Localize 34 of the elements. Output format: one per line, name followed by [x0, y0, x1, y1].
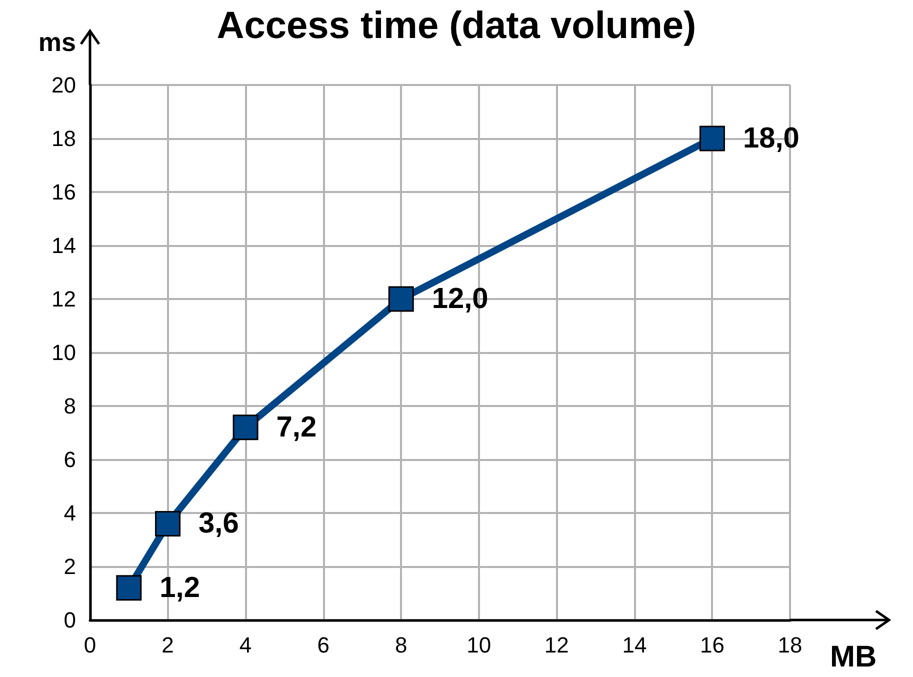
y-axis-title: ms — [38, 27, 76, 57]
x-tick-label: 8 — [394, 632, 408, 658]
point — [388, 286, 414, 312]
x-tick-label: 6 — [317, 632, 330, 658]
x-tick-label: 14 — [622, 632, 647, 658]
y-tick-label: 2 — [64, 554, 76, 579]
x-tick-label: 4 — [239, 632, 252, 658]
x-tick-label: 12 — [544, 632, 569, 658]
point — [232, 414, 258, 440]
chart-title: Access time (data volume) — [216, 5, 696, 47]
x-tick-label: 16 — [700, 632, 724, 658]
y-tick-label: 20 — [52, 72, 76, 98]
x-axis-title: MB — [830, 640, 877, 674]
y-tick-label: 8 — [64, 394, 76, 418]
data-label: 1,2 — [160, 572, 200, 604]
y-tick-label: 0 — [64, 608, 76, 632]
data-label: 18,0 — [742, 122, 800, 154]
y-tick-label: 18 — [52, 126, 76, 151]
y-tick-label: 14 — [52, 233, 76, 258]
y-tick-label: 16 — [52, 180, 76, 204]
data-label: 7,2 — [276, 411, 317, 444]
y-tick-label: 6 — [64, 447, 76, 472]
y-tick-label: 4 — [64, 500, 76, 526]
x-tick-label: 0 — [84, 632, 96, 658]
data-label: 3,6 — [198, 508, 239, 540]
y-tick-label: 10 — [52, 340, 76, 365]
point — [155, 510, 181, 536]
point — [116, 575, 142, 601]
data-label: 12,0 — [432, 283, 488, 315]
x-tick-label: 10 — [466, 632, 492, 658]
y-tick-label: 12 — [52, 286, 76, 312]
x-tick-label: 2 — [162, 632, 174, 658]
x-tick-label: 18 — [778, 632, 802, 658]
point — [699, 126, 725, 152]
